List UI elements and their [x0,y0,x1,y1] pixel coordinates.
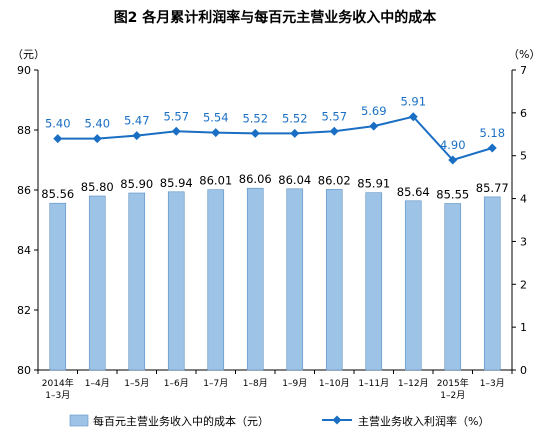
x-tick-label: 1–7月 [203,378,228,389]
right-tick-label: 0 [520,364,527,377]
bar-cost [365,192,383,371]
legend-label-bar: 每百元主营业务收入中的成本（元） [93,414,269,428]
bar-value-label: 85.80 [81,180,114,194]
right-tick-label: 3 [520,235,527,248]
x-tick-label: 1–11月 [358,378,389,389]
bar-value-label: 86.06 [239,172,272,186]
line-point [53,134,63,144]
bar-value-label: 85.91 [357,177,390,191]
line-profit-rate [57,115,493,162]
bar-cost [483,196,501,371]
line-value-label: 4.90 [440,138,466,152]
bar-cost [207,189,225,371]
x-tick-label: 1–9月 [282,378,307,389]
bar-value-label: 86.04 [278,173,311,187]
bar-value-label: 85.56 [41,187,74,201]
x-tick-label: 2015年 [437,377,469,389]
right-tick-label: 6 [520,107,527,120]
line-value-label: 5.52 [282,111,308,125]
x-tick-label: 1–12月 [398,378,429,389]
line-value-label: 5.47 [124,114,150,128]
right-tick-label: 1 [520,321,527,334]
x-tick-label: 1–2月 [440,390,465,401]
bar-value-label: 86.01 [199,174,232,188]
bar-value-label: 85.64 [397,185,430,199]
x-tick-label: 2014年 [42,377,74,389]
right-axis-unit: （%） [508,48,540,61]
line-value-label: 5.91 [400,95,426,109]
x-tick-label: 1–8月 [243,378,268,389]
bar-value-label: 85.55 [436,188,469,202]
line-value-label: 5.57 [163,109,189,123]
x-tick-label: 1–6月 [164,378,189,389]
right-tick-label: 4 [520,193,527,206]
bar-cost [444,203,462,371]
left-tick-label: 88 [17,124,31,137]
bar-cost [246,187,264,371]
left-tick-label: 82 [17,304,31,317]
x-tick-label: 1–5月 [124,378,149,389]
legend-label-line: 主营业务收入利润率（%） [358,414,489,428]
x-tick-label: 1–3月 [45,390,70,401]
x-tick-label: 1–4月 [85,378,110,389]
left-axis-unit: （元） [12,48,45,61]
left-tick-label: 86 [17,184,31,197]
right-tick-label: 5 [520,150,527,163]
line-point [132,131,142,141]
left-tick-label: 90 [17,64,31,77]
line-value-label: 5.69 [361,104,387,118]
line-point [487,143,497,153]
line-value-label: 5.54 [203,111,229,125]
line-value-label: 5.40 [84,117,110,131]
line-point [408,112,418,122]
bar-cost [49,202,67,371]
line-point [171,126,181,136]
left-tick-label: 80 [17,364,31,377]
bar-cost [286,188,304,371]
x-tick-label: 1–3月 [480,378,505,389]
line-value-label: 5.52 [242,111,268,125]
legend-swatch-marker [332,415,342,425]
legend-swatch-bar [69,414,89,427]
bar-cost [88,195,106,371]
right-tick-label: 7 [520,64,527,77]
line-point [92,134,102,144]
line-point [329,126,339,136]
bar-value-label: 85.77 [476,181,509,195]
left-tick-label: 84 [17,244,31,257]
line-value-label: 5.57 [321,109,347,123]
bar-cost [325,189,343,371]
line-point [250,128,260,138]
legend: 每百元主营业务收入中的成本（元） 主营业务收入利润率（%） [69,414,489,428]
bar-cost [167,191,185,371]
line-point [290,128,300,138]
line-point [369,121,379,131]
bar-value-label: 85.94 [160,176,193,190]
line-point [211,128,221,138]
x-tick-label: 1–10月 [319,378,350,389]
right-tick-label: 2 [520,278,527,291]
bar-cost [128,192,146,371]
bar-value-label: 86.02 [318,173,351,187]
line-value-label: 5.18 [479,126,505,140]
chart-title: 图2 各月累计利润率与每百元主营业务收入中的成本 [114,9,438,26]
bar-value-label: 85.90 [120,177,153,191]
bar-cost [404,200,422,371]
line-point [448,155,458,165]
line-value-label: 5.40 [45,117,71,131]
